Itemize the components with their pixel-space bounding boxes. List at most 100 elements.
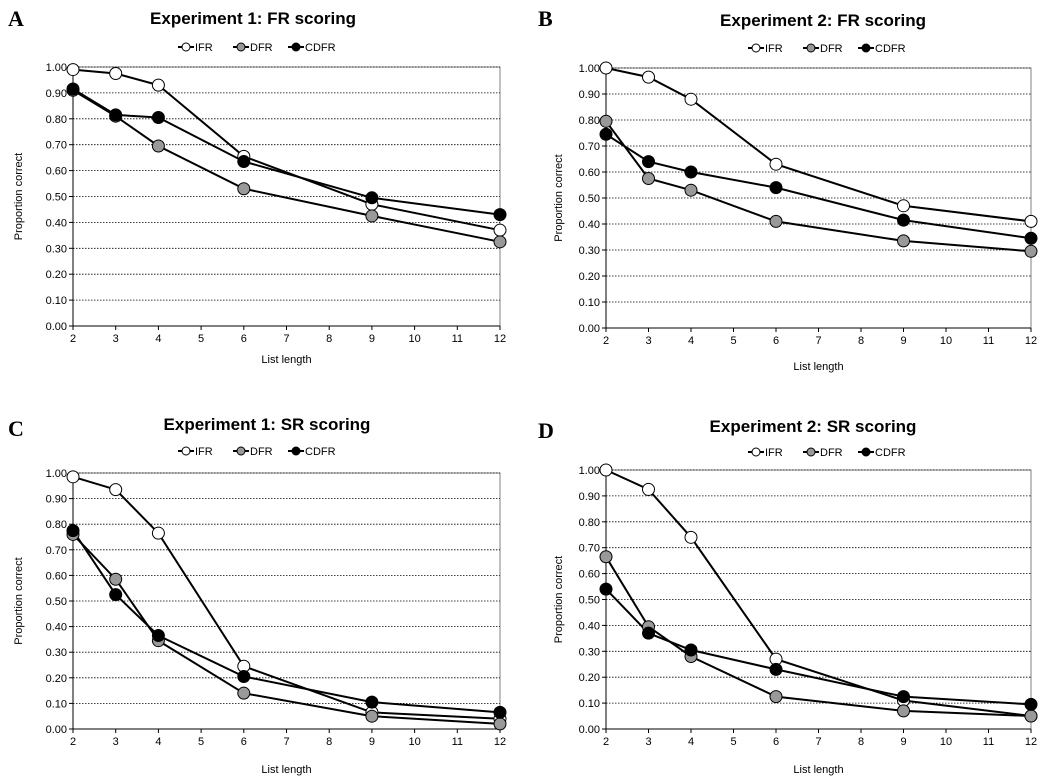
panel-letter: D xyxy=(538,418,554,443)
data-point-dfr xyxy=(599,114,613,128)
series-line-ifr xyxy=(72,475,501,720)
y-tick-label: 0.50 xyxy=(46,192,67,204)
y-tick-label: 0.40 xyxy=(46,622,67,634)
y-tick-label: 0.70 xyxy=(579,543,600,555)
data-point-dfr xyxy=(684,183,698,197)
data-point-cdfr xyxy=(237,670,251,684)
y-tick-label: 0.20 xyxy=(46,673,67,685)
y-tick-label: 0.50 xyxy=(46,596,67,608)
data-point-ifr xyxy=(897,199,910,213)
x-tick-label: 7 xyxy=(815,736,821,748)
legend-label-cdfr: CDFR xyxy=(305,42,336,54)
y-axis-label: Proportion correct xyxy=(553,556,565,643)
y-tick-label: 0.80 xyxy=(46,114,67,126)
y-tick-label: 0.10 xyxy=(46,698,67,710)
legend-marker-dfr xyxy=(806,43,816,53)
series-line-dfr xyxy=(72,89,501,243)
data-point-ifr xyxy=(769,157,783,171)
chart-title: Experiment 1: FR scoring xyxy=(150,9,356,28)
data-point-cdfr xyxy=(684,165,698,179)
legend-marker-dfr xyxy=(236,446,246,456)
x-tick-label: 11 xyxy=(983,335,994,347)
y-tick-label: 0.50 xyxy=(579,595,600,607)
data-point-cdfr xyxy=(109,588,123,602)
x-tick-label: 10 xyxy=(940,335,952,347)
y-tick-label: 0.30 xyxy=(46,243,67,255)
data-point-dfr xyxy=(365,209,379,223)
data-point-ifr xyxy=(599,463,613,477)
x-tick-label: 10 xyxy=(408,736,420,748)
legend-label-cdfr: CDFR xyxy=(875,447,906,459)
data-point-cdfr xyxy=(642,155,655,169)
x-axis-label: List length xyxy=(793,361,843,373)
y-tick-label: 0.90 xyxy=(579,491,600,503)
chart-title: Experiment 2: SR scoring xyxy=(710,417,917,436)
x-tick-label: 5 xyxy=(198,736,204,748)
x-tick-label: 12 xyxy=(1025,335,1037,347)
legend-marker-ifr xyxy=(751,43,761,53)
chart-panel-a: A Experiment 1: FR scoring IFR DFR CDFR 0.00 0… xyxy=(8,6,507,366)
y-tick-label: 0.40 xyxy=(46,217,67,229)
chart-panel-d: D Experiment 2: SR scoring IFR DFR CDFR 0.00 0… xyxy=(538,417,1038,776)
y-tick-label: 0.80 xyxy=(579,517,600,529)
y-tick-label: 0.40 xyxy=(579,219,600,231)
data-point-cdfr xyxy=(897,690,910,704)
x-tick-label: 3 xyxy=(645,736,651,748)
data-point-dfr xyxy=(599,550,613,564)
y-tick-label: 0.00 xyxy=(46,724,67,736)
x-axis-label: List length xyxy=(261,764,311,776)
x-tick-label: 4 xyxy=(155,333,161,345)
data-point-ifr xyxy=(1024,214,1038,228)
data-point-dfr xyxy=(1024,709,1038,723)
data-point-cdfr xyxy=(365,695,379,709)
data-point-cdfr xyxy=(769,662,783,676)
y-tick-label: 0.70 xyxy=(46,545,67,557)
x-tick-label: 4 xyxy=(688,736,694,748)
y-tick-label: 0.20 xyxy=(46,269,67,281)
data-point-ifr xyxy=(109,483,123,497)
data-point-dfr xyxy=(897,704,910,718)
y-tick-label: 0.10 xyxy=(579,297,600,309)
data-point-dfr xyxy=(769,690,783,704)
data-point-cdfr xyxy=(151,111,165,125)
y-tick-label: 0.00 xyxy=(579,323,600,335)
x-tick-label: 11 xyxy=(452,736,463,748)
x-tick-label: 8 xyxy=(858,335,864,347)
data-point-cdfr xyxy=(599,127,613,141)
legend-marker-ifr xyxy=(181,446,191,456)
legend-label-cdfr: CDFR xyxy=(875,43,906,55)
x-tick-label: 9 xyxy=(900,736,906,748)
data-point-dfr xyxy=(237,686,251,700)
data-point-cdfr xyxy=(599,582,613,596)
series-line-dfr xyxy=(605,120,1032,253)
y-tick-label: 0.60 xyxy=(46,166,67,178)
x-tick-label: 2 xyxy=(603,335,609,347)
legend-marker-ifr xyxy=(751,447,761,457)
series-line-dfr xyxy=(72,533,501,725)
data-point-dfr xyxy=(493,717,507,731)
data-point-cdfr xyxy=(1024,231,1038,245)
data-point-cdfr xyxy=(769,181,783,195)
data-point-cdfr xyxy=(66,82,80,96)
x-tick-label: 3 xyxy=(113,333,119,345)
legend-marker-dfr xyxy=(806,447,816,457)
y-tick-label: 0.40 xyxy=(579,620,600,632)
y-tick-label: 0.00 xyxy=(579,724,600,736)
y-tick-label: 1.00 xyxy=(579,63,600,75)
series-line-dfr xyxy=(605,556,1032,717)
y-tick-label: 0.20 xyxy=(579,271,600,283)
data-point-ifr xyxy=(642,70,655,84)
x-tick-label: 6 xyxy=(241,333,247,345)
x-tick-label: 5 xyxy=(198,333,204,345)
legend: IFR DFR CDFR xyxy=(178,42,336,54)
y-axis-label: Proportion correct xyxy=(13,153,25,240)
data-point-cdfr xyxy=(109,108,123,122)
legend-label-dfr: DFR xyxy=(820,447,843,459)
data-point-dfr xyxy=(151,139,165,153)
y-tick-label: 0.80 xyxy=(46,519,67,531)
x-tick-label: 2 xyxy=(603,736,609,748)
x-tick-label: 7 xyxy=(283,736,289,748)
data-point-cdfr xyxy=(66,524,80,538)
legend: IFR DFR CDFR xyxy=(748,447,906,459)
series-line-cdfr xyxy=(72,88,501,216)
